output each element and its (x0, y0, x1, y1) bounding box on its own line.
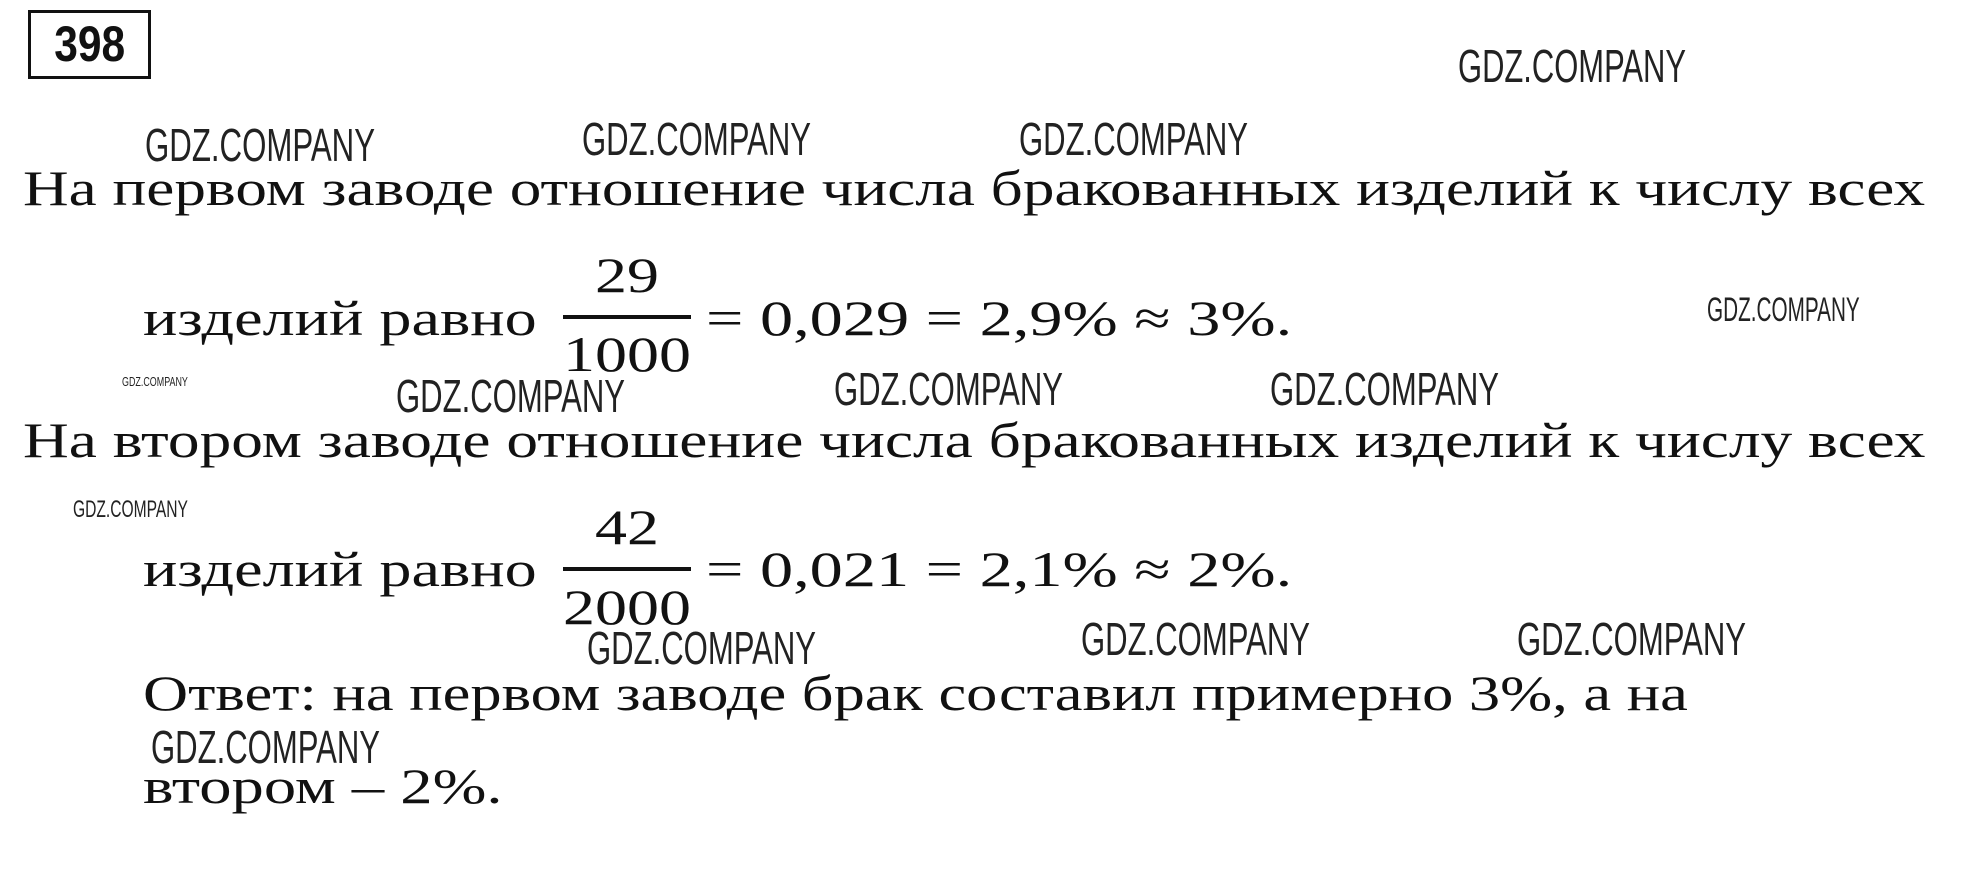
problem-number-box: 398 (28, 10, 151, 79)
factory1-numerator: 29 (595, 247, 659, 303)
factory2-numerator: 42 (595, 499, 659, 555)
factory1-prefix: изделий равно (143, 290, 537, 346)
fraction-bar (563, 567, 691, 571)
watermark: GDZ.COMPANY (1517, 613, 1747, 665)
factory2-prefix: изделий равно (143, 541, 537, 597)
factory1-statement: На первом заводе отношение числа бракова… (23, 160, 1926, 216)
factory1-denominator: 1000 (563, 326, 691, 382)
watermark: GDZ.COMPANY (145, 119, 376, 171)
watermark: GDZ.COMPANY (73, 496, 188, 523)
watermark: GDZ.COMPANY (151, 721, 381, 773)
watermark: GDZ.COMPANY (396, 370, 626, 422)
watermark: GDZ.COMPANY (1019, 113, 1249, 165)
answer-line-2: втором – 2%. (143, 758, 503, 814)
watermark: GDZ.COMPANY (834, 363, 1064, 415)
factory2-result: = 0,021 = 2,1% ≈ 2%. (706, 541, 1293, 597)
problem-number: 398 (54, 16, 125, 72)
factory2-denominator: 2000 (563, 579, 691, 635)
watermark: GDZ.COMPANY (1458, 40, 1687, 92)
watermark: GDZ.COMPANY (587, 622, 817, 674)
factory2-statement: На втором заводе отношение числа бракова… (23, 412, 1926, 468)
fraction-bar (563, 315, 691, 319)
watermark: GDZ.COMPANY (1270, 363, 1500, 415)
watermark: GDZ.COMPANY (122, 374, 188, 389)
watermark: GDZ.COMPANY (1081, 613, 1311, 665)
answer-line-1: Ответ: на первом заводе брак составил пр… (143, 665, 1688, 721)
factory1-result: = 0,029 = 2,9% ≈ 3%. (706, 290, 1293, 346)
watermark: GDZ.COMPANY (1707, 291, 1860, 329)
watermark: GDZ.COMPANY (582, 113, 812, 165)
